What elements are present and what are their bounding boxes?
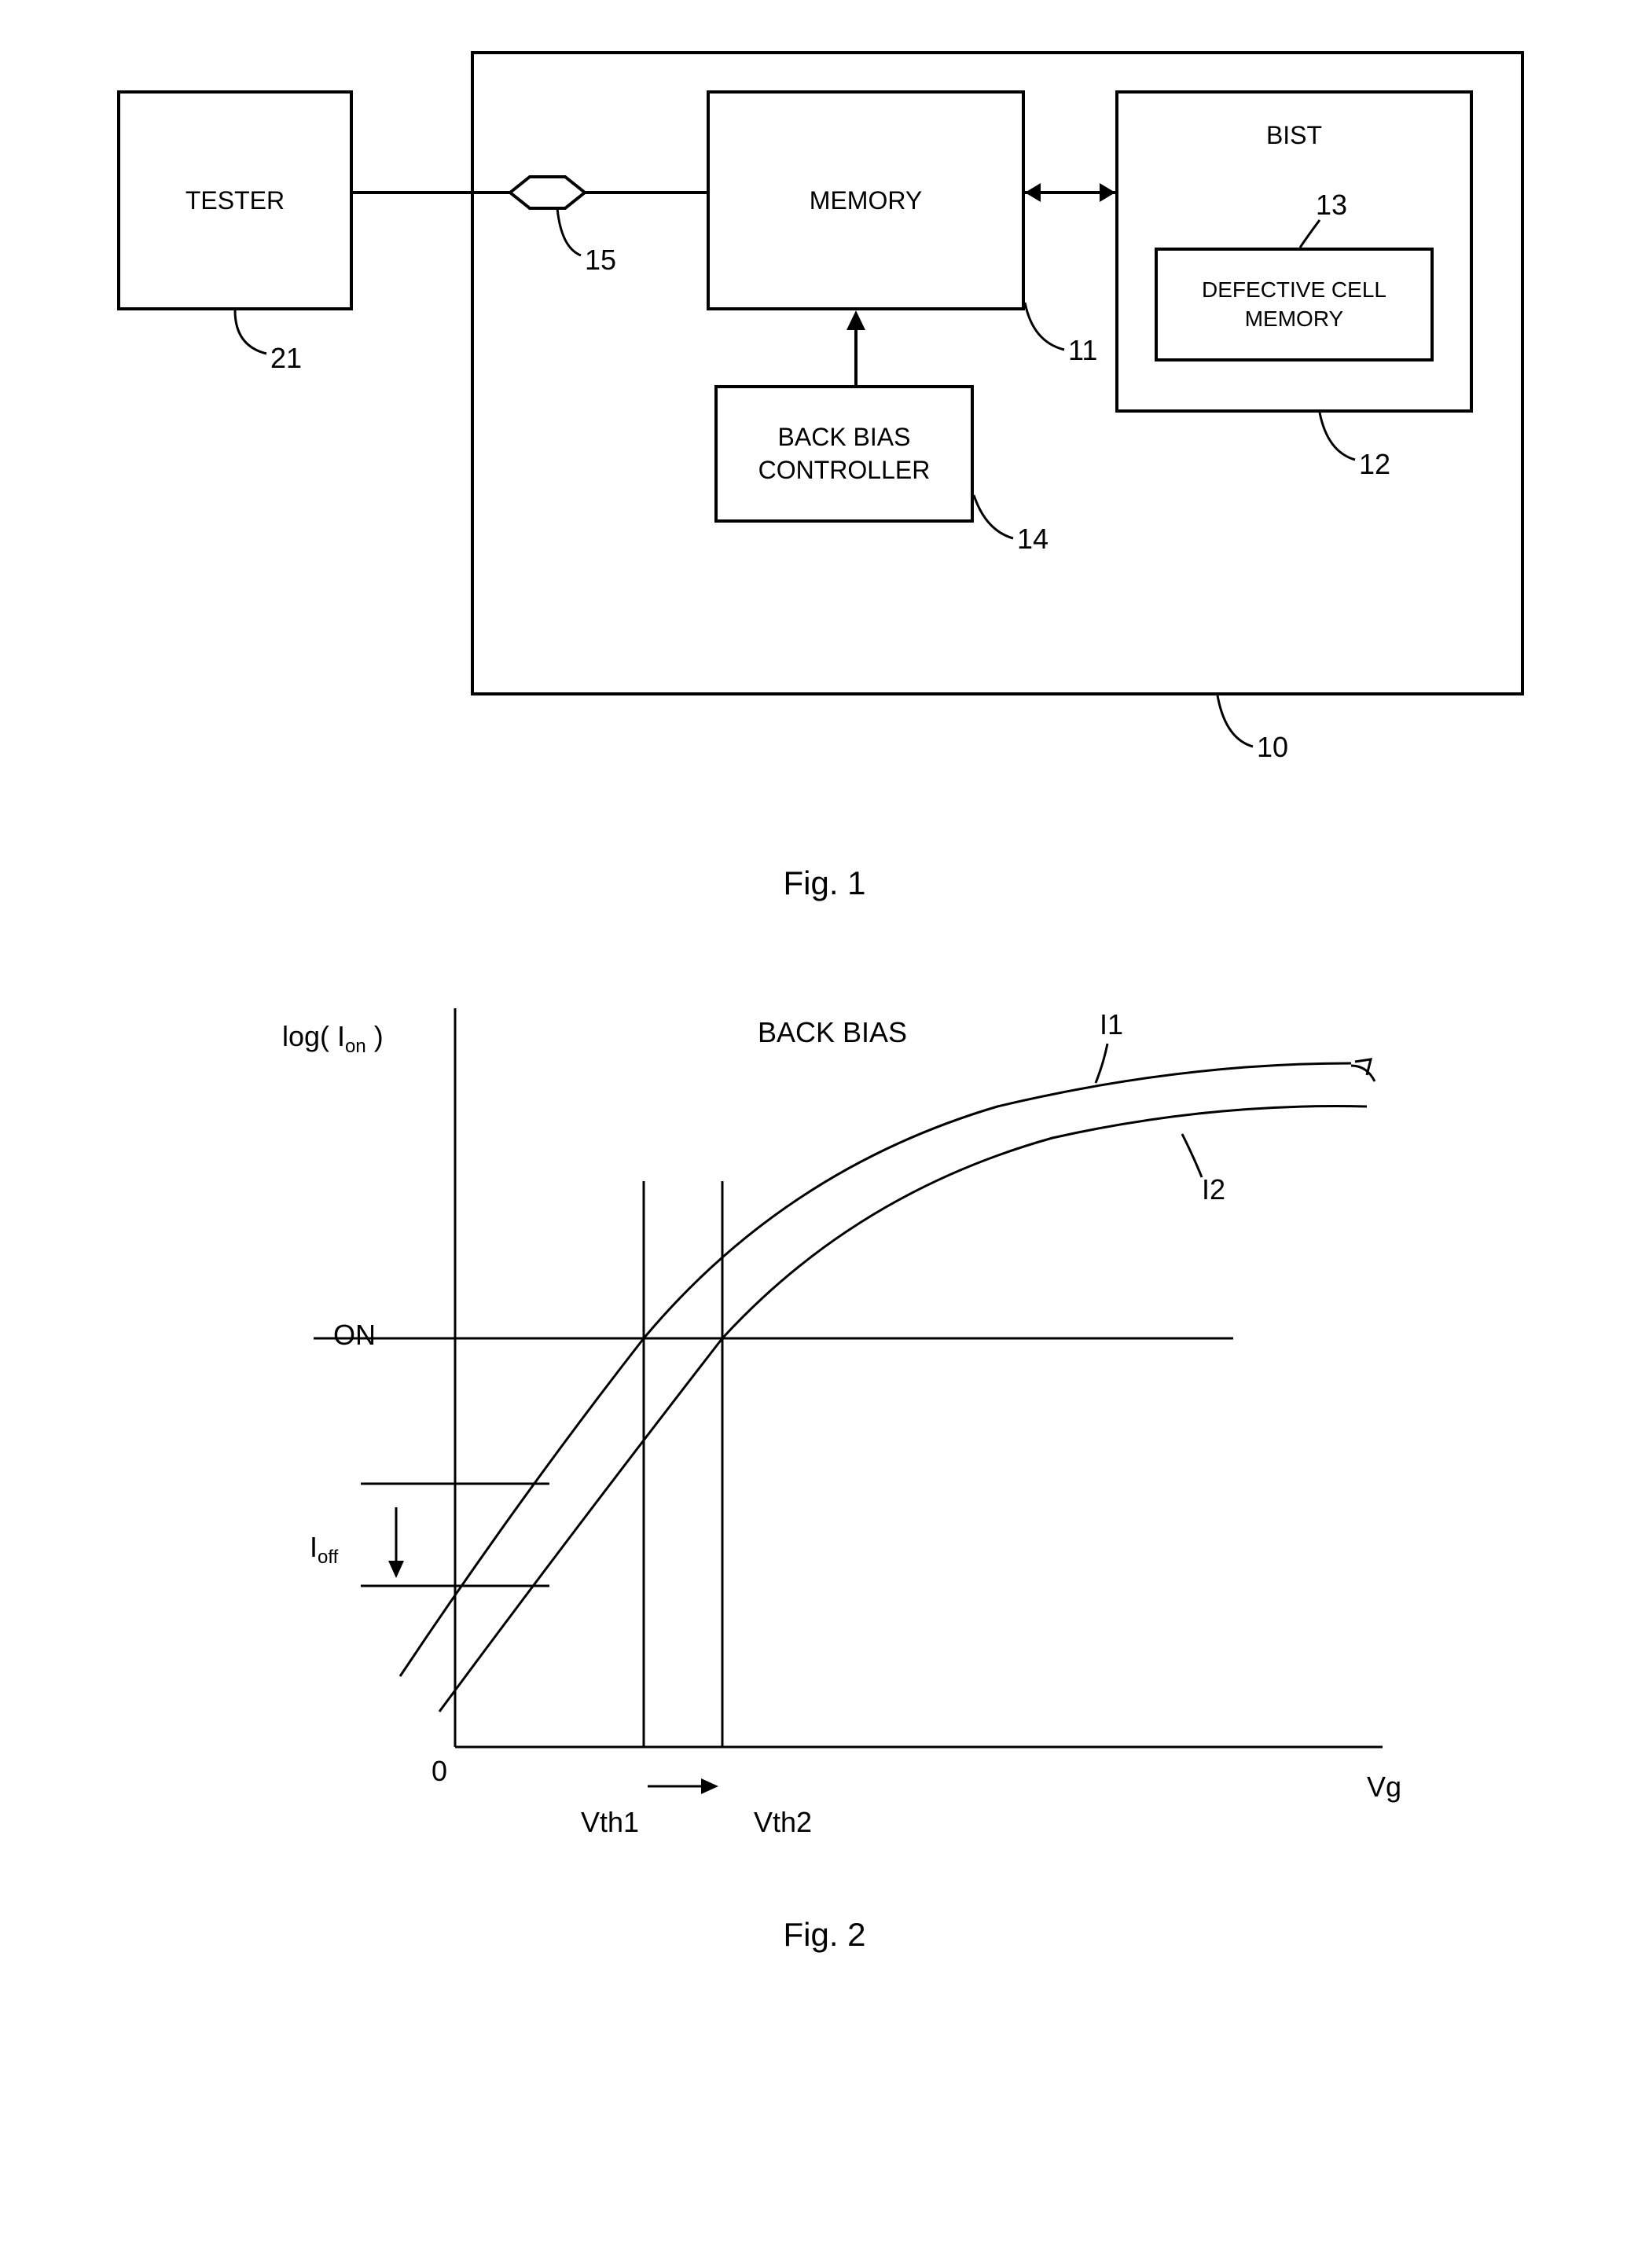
figure-2: log( Ion ) BACK BIAS I1 I2 ON Ioff 0 [196, 949, 1453, 1954]
ref-10: 10 [1257, 731, 1288, 764]
i1-label: I1 [1100, 1008, 1123, 1041]
fig2-svg [196, 949, 1453, 1892]
figure-1: TESTER MEMORY BIST DEFECTIVE CELL MEMORY [78, 16, 1571, 902]
fig1-caption: Fig. 1 [78, 864, 1571, 902]
ref-11: 11 [1068, 334, 1097, 367]
ref-14: 14 [1017, 523, 1049, 556]
fig2-caption: Fig. 2 [196, 1916, 1453, 1954]
back-bias-chart-label: BACK BIAS [758, 1016, 907, 1049]
on-label: ON [333, 1319, 376, 1352]
zero-label: 0 [432, 1755, 447, 1788]
ref-12: 12 [1359, 448, 1390, 481]
ref-15: 15 [585, 244, 616, 277]
y-axis-label: log( Ion ) [282, 1020, 384, 1058]
vth2-label: Vth2 [754, 1806, 812, 1839]
fig2-chart: log( Ion ) BACK BIAS I1 I2 ON Ioff 0 [196, 949, 1453, 1892]
ref-21: 21 [270, 342, 302, 375]
i2-label: I2 [1202, 1173, 1225, 1206]
fig1-diagram: TESTER MEMORY BIST DEFECTIVE CELL MEMORY [78, 16, 1571, 841]
ref-13: 13 [1316, 189, 1347, 222]
x-axis-label: Vg [1367, 1771, 1401, 1804]
vth1-label: Vth1 [581, 1806, 639, 1839]
fig1-connections [78, 16, 1571, 841]
ioff-label: Ioff [310, 1531, 338, 1569]
